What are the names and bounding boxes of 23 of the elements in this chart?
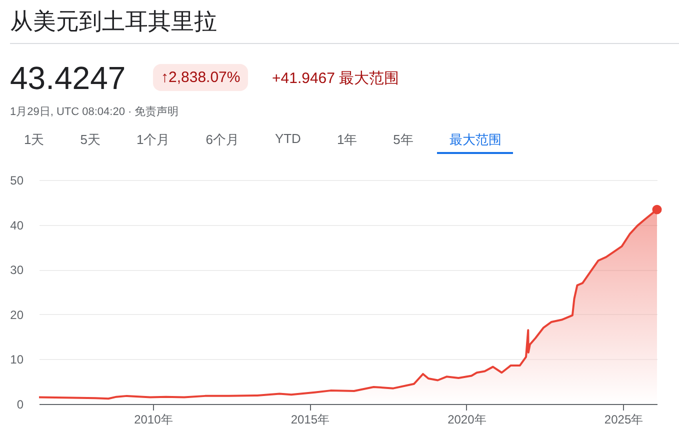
text: 5年 — [392, 131, 414, 149]
x-tick-label: 2015年 — [290, 412, 330, 426]
y-tick-label: 20 — [10, 308, 24, 322]
y-tick-label: 10 — [10, 352, 24, 367]
text: 1个月 — [135, 131, 171, 149]
chart-subtitle: 43.4247 — [10, 60, 126, 97]
x-tick-label: 2010年 — [134, 412, 173, 426]
text: ↑2,838.07% — [153, 64, 248, 91]
text: 1月29日, UTC 08:04:20 · 免责声明 — [10, 104, 179, 119]
y-tick-label: 40 — [10, 218, 24, 232]
x-tick-label: 2025年 — [604, 412, 644, 426]
text: 1年 — [336, 131, 358, 149]
chart-title: 从美元到土耳其里拉 — [10, 7, 217, 36]
text: 最大范围 — [437, 131, 514, 154]
y-tick-label: 30 — [10, 263, 24, 278]
y-tick-label: 50 — [10, 174, 24, 188]
text: YTD — [274, 131, 302, 148]
text: +41.9467 最大范围 — [272, 69, 400, 88]
y-tick-label: 0 — [16, 398, 24, 412]
text: 5天 — [79, 131, 102, 149]
text: 1天 — [23, 131, 46, 149]
x-tick-label: 2020年 — [448, 412, 486, 426]
text: 6个月 — [204, 131, 240, 149]
